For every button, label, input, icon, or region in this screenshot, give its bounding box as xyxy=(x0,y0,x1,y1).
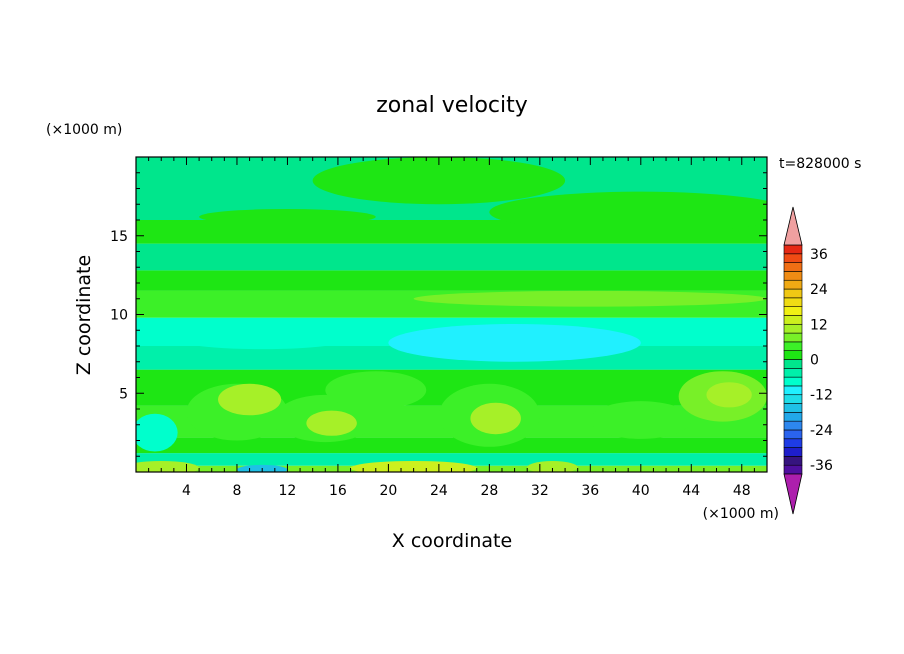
x-tick-label: 16 xyxy=(329,483,347,499)
colorbar-swatch xyxy=(783,359,803,369)
velocity-feature xyxy=(350,460,477,472)
colorbar-swatch xyxy=(783,350,803,360)
colorbar-swatch xyxy=(783,368,803,378)
colorbar-swatch xyxy=(783,271,803,281)
colorbar-swatch xyxy=(783,323,803,334)
colorbar-swatch xyxy=(783,456,803,466)
colorbar-tick-label: 24 xyxy=(810,282,828,298)
colorbar-swatch xyxy=(783,412,803,422)
colorbar-swatch xyxy=(783,394,803,404)
colorbar-swatch xyxy=(783,288,803,299)
velocity-feature xyxy=(413,290,767,307)
chart-title: zonal velocity xyxy=(376,93,528,118)
x-axis-ticks: 4 8 12 16 20 24 28 32 36 40 44 48 xyxy=(148,157,755,499)
y-tick-label: 10 xyxy=(110,308,128,324)
velocity-feature xyxy=(590,401,692,439)
colorbar-max-triangle xyxy=(783,206,803,246)
velocity-feature xyxy=(489,191,767,233)
velocity-band xyxy=(136,437,767,454)
colorbar-swatch xyxy=(783,253,803,263)
x-tick-label: 40 xyxy=(632,483,650,499)
velocity-feature xyxy=(218,383,282,416)
velocity-feature xyxy=(136,413,178,452)
colorbar-swatch xyxy=(783,262,803,272)
colorbar-swatch xyxy=(783,420,803,431)
x-tick-label: 4 xyxy=(182,483,191,499)
y-unit-label: (×1000 m) xyxy=(46,122,122,138)
colorbar-swatch xyxy=(783,438,803,448)
colorbar-tick-label: -12 xyxy=(810,388,833,404)
colorbar-swatch xyxy=(783,297,803,307)
colorbar-swatch xyxy=(783,464,803,475)
velocity-band xyxy=(136,243,767,271)
colorbar-swatch xyxy=(783,279,803,290)
x-tick-label: 24 xyxy=(430,483,448,499)
velocity-band xyxy=(136,270,767,291)
colorbar-swatch xyxy=(783,341,803,351)
colorbar-swatch xyxy=(783,244,803,255)
colorbar-swatch xyxy=(783,376,803,387)
x-tick-label: 8 xyxy=(232,483,241,499)
x-tick-label: 28 xyxy=(480,483,498,499)
colorbar-tick-label: 0 xyxy=(810,353,819,369)
colorbar-tick-label: 36 xyxy=(810,247,828,263)
velocity-feature xyxy=(388,323,641,362)
colorbar-tick-label: 12 xyxy=(810,317,828,333)
velocity-feature xyxy=(325,371,427,409)
velocity-feature xyxy=(706,382,752,408)
velocity-feature xyxy=(199,208,376,225)
x-tick-label: 36 xyxy=(581,483,599,499)
colorbar-min-triangle xyxy=(783,473,803,515)
colorbar-swatch xyxy=(783,447,803,457)
colorbar-swatch xyxy=(783,403,803,413)
y-axis-ticks: 5 10 15 xyxy=(110,172,767,457)
velocity-feature xyxy=(312,157,566,205)
colorbar-swatch xyxy=(783,306,803,316)
colorbar-swatch xyxy=(783,429,803,440)
x-axis-label: X coordinate xyxy=(392,530,512,552)
field-contours xyxy=(136,157,767,472)
colorbar-swatch xyxy=(783,385,803,396)
colorbar-swatch xyxy=(783,315,803,325)
x-tick-label: 48 xyxy=(733,483,751,499)
y-tick-label: 5 xyxy=(119,386,128,402)
y-axis-label: Z coordinate xyxy=(73,255,95,375)
x-tick-label: 12 xyxy=(279,483,297,499)
colorbar: -36 -24 -12 0 12 24 36 xyxy=(783,206,833,515)
x-tick-label: 44 xyxy=(682,483,700,499)
velocity-feature xyxy=(470,402,521,435)
velocity-feature xyxy=(306,410,357,436)
velocity-feature xyxy=(161,320,364,350)
x-tick-label: 32 xyxy=(531,483,549,499)
colorbar-swatch xyxy=(783,332,803,343)
time-label: t=828000 s xyxy=(779,156,861,172)
x-unit-label: (×1000 m) xyxy=(703,506,779,522)
colorbar-tick-label: -24 xyxy=(810,423,833,439)
velocity-feature xyxy=(136,460,200,472)
colorbar-tick-label: -36 xyxy=(810,458,833,474)
y-tick-label: 15 xyxy=(110,229,128,245)
velocity-band xyxy=(136,453,767,466)
x-tick-label: 20 xyxy=(379,483,397,499)
velocity-field xyxy=(136,157,767,472)
